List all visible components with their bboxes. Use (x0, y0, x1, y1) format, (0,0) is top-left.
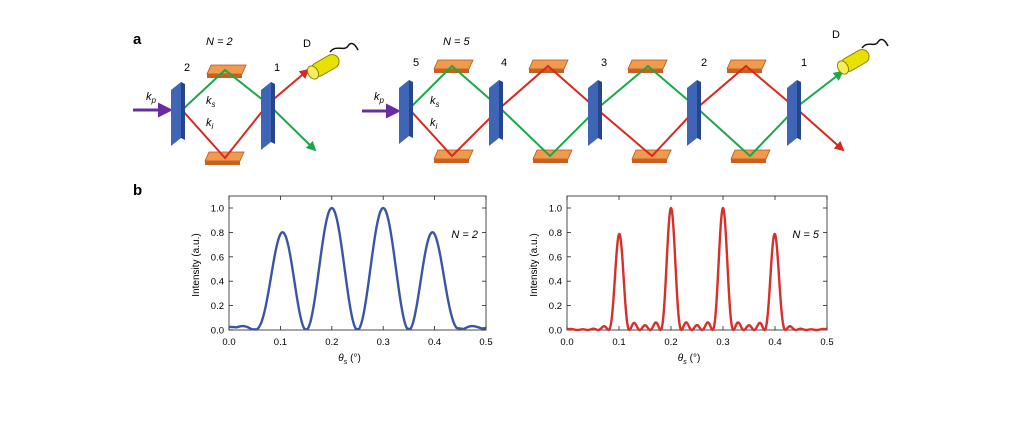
crystal-number: 4 (501, 57, 507, 69)
x-tick-label: 0.3 (716, 337, 729, 348)
series-label: N = 2 (451, 229, 478, 241)
crystal-1 (261, 82, 275, 150)
chart-n2: 0.0 0.1 0.2 0.3 0.4 0.5 0.0 0.2 0.4 0.6 0.8 1.0 Inte… (191, 195, 493, 366)
crystal-2 (171, 82, 185, 146)
series-line (228, 206, 487, 331)
idler-beam (181, 68, 310, 160)
schematic-n5-title: N = 5 (443, 36, 470, 48)
detector-label: D (303, 38, 311, 50)
x-tick-label: 0.5 (479, 337, 492, 348)
y-tick-label: 0.6 (549, 252, 562, 263)
y-tick-label: 0.8 (549, 228, 562, 239)
detector-label: D (832, 29, 840, 41)
idler-label: ki (430, 117, 438, 131)
y-tick-label: 1.0 (549, 204, 562, 215)
x-axis-label: θs (°) (338, 353, 361, 366)
schematic-n5: N = 5 5 4 3 2 1 kp ks ki (362, 29, 889, 163)
crystal-number: 2 (701, 57, 707, 69)
signal-beam (181, 68, 317, 152)
crystal-number: 2 (184, 62, 190, 74)
series-line (566, 206, 828, 332)
panel-b-letter: b (133, 182, 142, 199)
y-tick-label: 0.2 (549, 301, 562, 312)
pump-label: kp (374, 91, 385, 105)
plot-frame (228, 195, 487, 331)
crystal-3 (588, 80, 602, 146)
y-tick-label: 0.8 (211, 228, 224, 239)
x-tick-label: 0.2 (664, 337, 677, 348)
y-tick-label: 0.2 (211, 301, 224, 312)
idler-label: ki (206, 117, 214, 131)
signal-beam (409, 64, 844, 158)
crystal-1 (787, 80, 801, 146)
crystal-2 (687, 80, 701, 146)
crystal-number: 1 (801, 57, 807, 69)
x-tick-label: 0.4 (768, 337, 781, 348)
pump-label: kp (146, 91, 157, 105)
idler-beam (409, 64, 845, 158)
crystal-5 (399, 80, 413, 144)
detector: D (832, 29, 889, 75)
detector: D (303, 38, 359, 80)
plot-frame (566, 195, 828, 331)
x-tick-label: 0.2 (325, 337, 338, 348)
crystal-number: 3 (601, 57, 607, 69)
x-tick-label: 0.0 (560, 337, 573, 348)
crystal-number: 5 (413, 57, 419, 69)
x-tick-label: 0.5 (820, 337, 833, 348)
crystal-4 (489, 80, 503, 146)
y-tick-label: 0.0 (211, 326, 224, 337)
y-tick-label: 0.6 (211, 252, 224, 263)
crystal-number: 1 (274, 62, 280, 74)
x-tick-label: 0.0 (222, 337, 235, 348)
x-tick-label: 0.4 (428, 337, 441, 348)
mirror-bottom (433, 149, 474, 163)
signal-label: ks (206, 95, 216, 109)
y-tick-label: 1.0 (211, 204, 224, 215)
y-tick-label: 0.0 (549, 326, 562, 337)
mirror-bottom (532, 149, 573, 163)
schematic-n2: N = 2 2 1 kp ks ki (133, 36, 359, 165)
y-tick-label: 0.4 (211, 277, 224, 288)
panel-a-letter: a (133, 31, 142, 48)
chart-n5: 0.0 0.1 0.2 0.3 0.4 0.5 0.0 0.2 0.4 0.6 0.8 1.0 Inte… (529, 195, 834, 366)
y-axis-label: Intensity (a.u.) (529, 233, 540, 296)
schematic-n2-title: N = 2 (206, 36, 233, 48)
x-tick-label: 0.1 (274, 337, 287, 348)
x-tick-label: 0.3 (377, 337, 390, 348)
y-axis-label: Intensity (a.u.) (191, 233, 202, 296)
signal-label: ks (430, 95, 440, 109)
x-axis-label: θs (°) (678, 353, 701, 366)
series-label: N = 5 (792, 229, 819, 241)
x-tick-label: 0.1 (612, 337, 625, 348)
y-tick-label: 0.4 (549, 277, 562, 288)
